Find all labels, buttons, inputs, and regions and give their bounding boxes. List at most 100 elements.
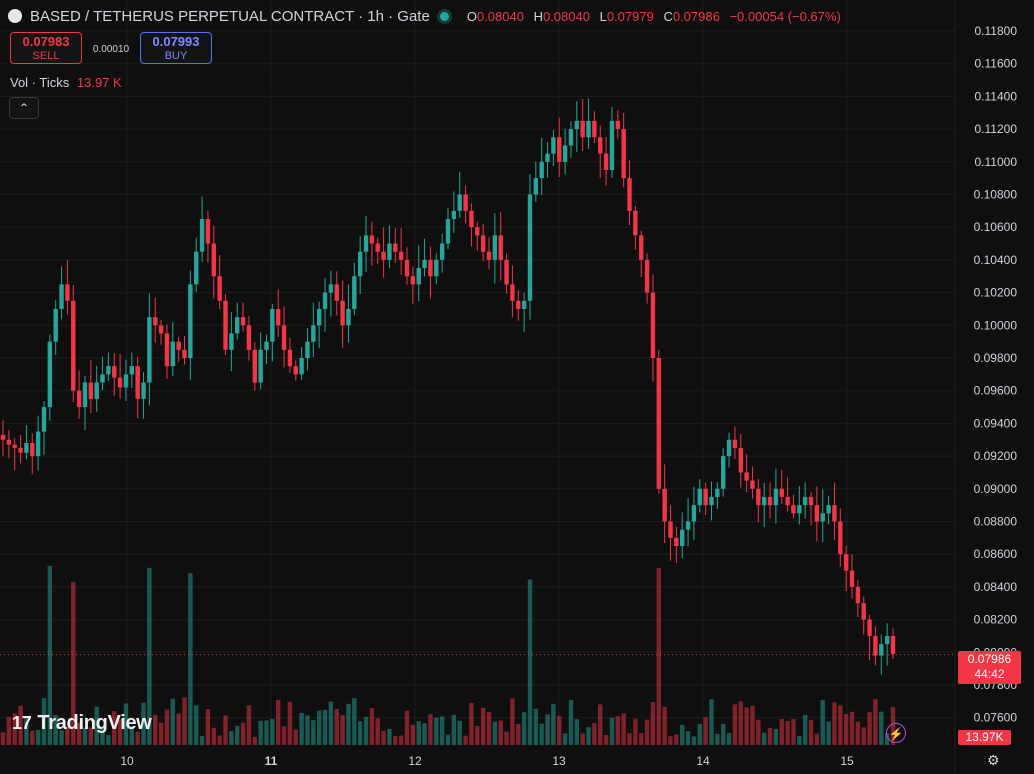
volume-bar xyxy=(258,720,263,745)
candle-body xyxy=(30,443,35,457)
volume-bar xyxy=(603,734,609,745)
candle-body xyxy=(521,300,527,309)
y-tick-label: 0.07600 xyxy=(974,711,1018,725)
volume-bar xyxy=(849,711,855,745)
volume-bar xyxy=(82,727,88,745)
candle-body xyxy=(311,325,316,342)
candle-body xyxy=(849,570,855,587)
candle-body xyxy=(258,349,263,383)
candle-body xyxy=(205,219,211,244)
y-tick-label: 0.09800 xyxy=(974,351,1018,365)
candle-body xyxy=(539,161,544,179)
volume-bar xyxy=(410,724,416,745)
candle-body xyxy=(194,251,199,285)
candle-body xyxy=(252,349,257,383)
volume-bar xyxy=(826,721,831,745)
candle-body xyxy=(434,259,439,277)
candle-body xyxy=(685,521,691,530)
volume-bar xyxy=(153,714,158,745)
candle-body xyxy=(182,349,187,358)
volume-legend[interactable]: Vol · Ticks 13.97 K xyxy=(10,75,122,90)
sell-label: SELL xyxy=(32,50,60,62)
volume-bar xyxy=(685,731,691,745)
volume-bar xyxy=(422,723,427,745)
volume-price-tag: 13.97K xyxy=(958,730,1011,745)
volume-bar xyxy=(100,728,105,745)
candle-body xyxy=(334,284,339,301)
candle-body xyxy=(445,219,451,244)
candle-body xyxy=(24,443,29,453)
candle-body xyxy=(843,554,849,571)
volume-bar xyxy=(94,706,99,745)
bar-countdown: 44:42 xyxy=(974,667,1005,681)
volume-bar xyxy=(674,734,679,745)
candle-body xyxy=(867,619,872,636)
volume-bar xyxy=(141,702,146,745)
volume-bar xyxy=(334,708,339,745)
volume-bar xyxy=(662,706,667,745)
candle-body xyxy=(199,219,205,252)
volume-bar xyxy=(35,729,41,745)
volume-bar xyxy=(574,719,580,745)
volume-bar xyxy=(194,705,199,745)
candle-body xyxy=(375,243,380,252)
volume-bar xyxy=(129,726,135,745)
volume-bar xyxy=(533,708,539,745)
symbol-logo-icon[interactable] xyxy=(8,9,22,23)
candle-body xyxy=(639,235,644,260)
candle-body xyxy=(164,333,170,367)
candle-body xyxy=(533,178,539,195)
open-label: O xyxy=(466,8,477,24)
x-tick-label: 12 xyxy=(408,754,422,768)
collapse-legend-button[interactable]: ⌃ xyxy=(9,97,39,119)
candle-body xyxy=(498,235,503,260)
volume-bar xyxy=(147,567,152,745)
volume-bar xyxy=(480,707,486,745)
volume-bar xyxy=(188,573,193,745)
candle-body xyxy=(59,284,64,309)
candle-body xyxy=(153,317,158,326)
gear-icon[interactable]: ⚙ xyxy=(987,752,1000,768)
volume-bar xyxy=(633,718,638,745)
candle-body xyxy=(6,439,12,445)
y-tick-label: 0.09400 xyxy=(974,416,1018,430)
candle-body xyxy=(141,382,146,399)
x-tick-label: 14 xyxy=(696,754,710,768)
lightning-icon[interactable]: ⚡ xyxy=(886,723,906,743)
y-tick-label: 0.10600 xyxy=(974,220,1018,234)
volume-bar xyxy=(756,719,761,745)
candle-body xyxy=(574,120,580,130)
volume-bar xyxy=(738,701,743,745)
low-label: L xyxy=(599,8,607,24)
last-price-value: 0.07986 xyxy=(967,652,1012,666)
volume-bar xyxy=(750,705,755,745)
buy-button[interactable]: 0.07993 BUY xyxy=(140,32,212,64)
volume-bar xyxy=(246,705,252,745)
high-label: H xyxy=(533,8,543,24)
open-value: 0.08040 xyxy=(476,8,524,24)
volume-bar xyxy=(609,717,615,745)
volume-bar xyxy=(486,711,492,745)
candle-body xyxy=(457,194,462,211)
symbol-title[interactable]: BASED / TETHERUS PERPETUAL CONTRACT · 1h… xyxy=(30,7,430,25)
volume-bar xyxy=(281,726,287,745)
volume-bar xyxy=(779,718,784,745)
close-value: 0.07986 xyxy=(672,8,720,24)
volume-bar xyxy=(732,704,738,745)
candle-body xyxy=(820,513,825,522)
y-tick-label: 0.11000 xyxy=(975,155,1018,169)
volume-bar xyxy=(240,722,246,745)
volume-bar xyxy=(475,725,480,745)
sell-button[interactable]: 0.07983 SELL xyxy=(10,32,82,64)
volume-bar xyxy=(504,731,509,745)
volume-bar xyxy=(123,703,129,745)
volume-bar xyxy=(832,702,837,745)
volume-bar xyxy=(346,703,351,745)
tradingview-logo[interactable]: 17 TradingView xyxy=(12,712,152,735)
volume-bar xyxy=(363,716,369,745)
volume-bar xyxy=(112,711,117,745)
volume-bar xyxy=(270,718,275,745)
candle-body xyxy=(82,382,88,408)
volume-bar xyxy=(428,714,433,745)
